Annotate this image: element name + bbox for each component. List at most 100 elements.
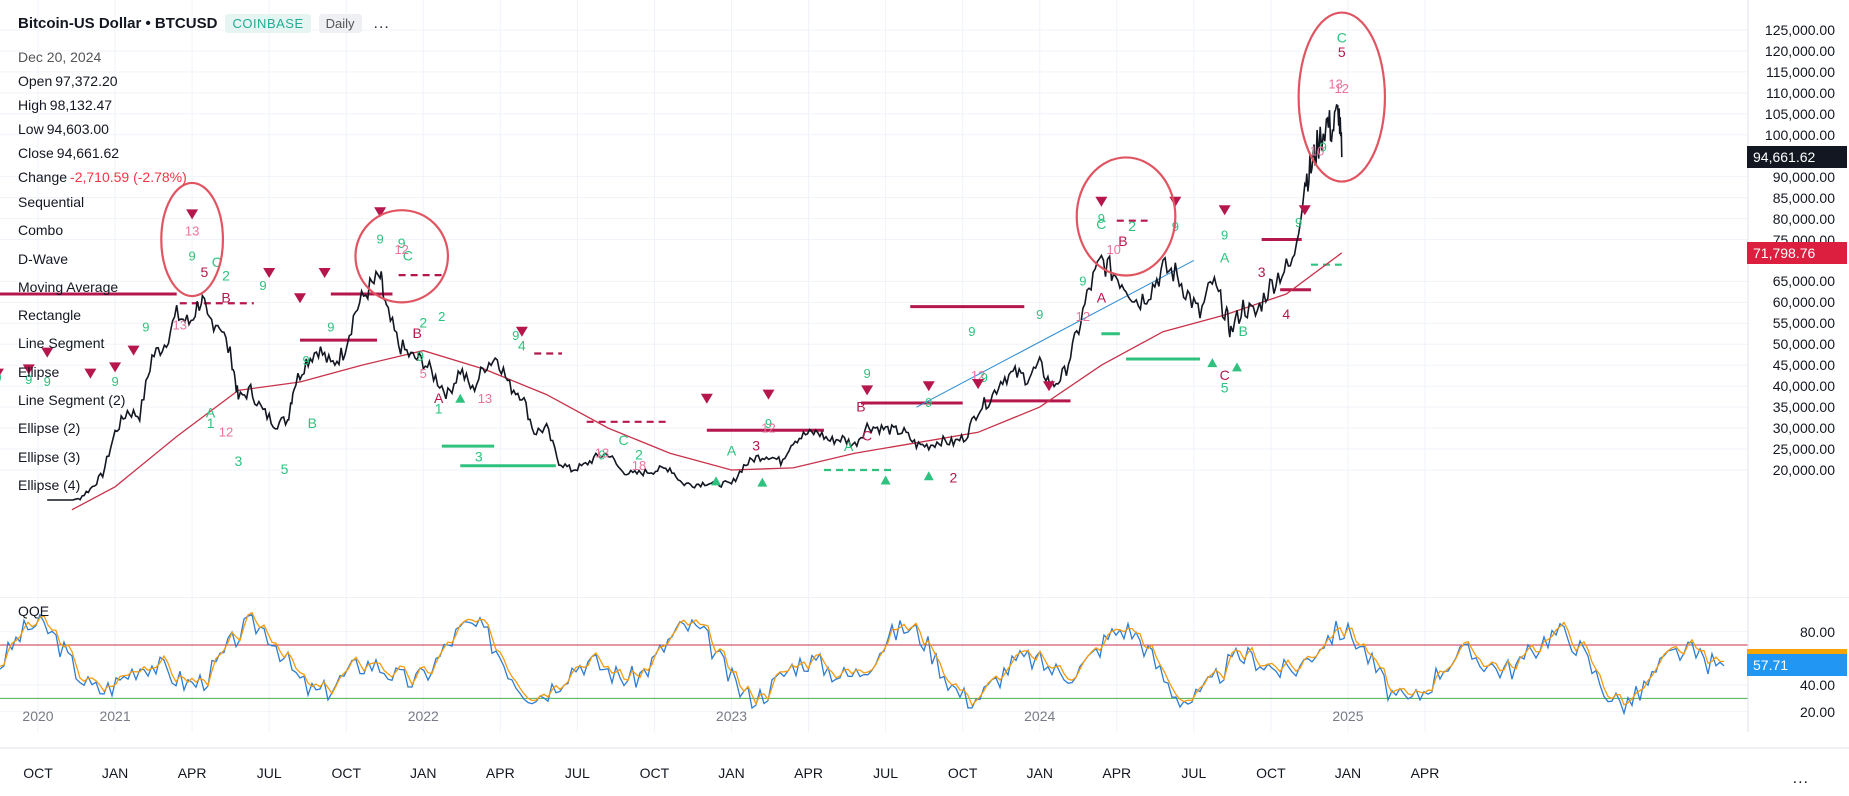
setup-count-buy: 9 xyxy=(0,370,2,385)
setup-count-buy: 9 xyxy=(968,324,975,339)
sell-arrow-icon xyxy=(374,207,387,218)
sell-arrow-icon xyxy=(1218,205,1231,216)
time-label: OCT xyxy=(948,765,978,781)
change-value: -2,710.59 (-2.78%) xyxy=(70,169,187,185)
sell-arrow-icon xyxy=(318,268,331,279)
ellipse-drawing[interactable] xyxy=(1075,156,1177,277)
year-label: 2024 xyxy=(1024,708,1056,724)
wave-label: 5 xyxy=(201,264,209,280)
wave-label: C xyxy=(862,428,872,444)
price-tick: 115,000.00 xyxy=(1765,63,1835,80)
year-label: 2022 xyxy=(407,708,439,724)
qqe-value-label: 57.71 xyxy=(1747,654,1847,677)
setup-count-buy: 9 xyxy=(864,366,871,381)
change-label: Change xyxy=(18,169,68,185)
indicator-sequential[interactable]: Sequential xyxy=(18,194,85,210)
indicator-line-segment[interactable]: Line Segment xyxy=(18,335,105,352)
setup-count-sell: 13 xyxy=(173,318,187,333)
indicator-moving-average[interactable]: Moving Average xyxy=(18,278,119,295)
ellipse-drawing[interactable] xyxy=(160,181,225,298)
wave-label: 3 xyxy=(475,449,483,465)
price-tick: 55,000.00 xyxy=(1772,315,1835,332)
wave-label: B xyxy=(1238,323,1247,339)
osc-tick: 80.00 xyxy=(1799,623,1835,640)
qqe-fast-value-marker xyxy=(1747,649,1847,658)
qqe-label[interactable]: QQE xyxy=(18,603,50,619)
indicator-line-segment-2[interactable]: Line Segment (2) xyxy=(18,392,126,409)
osc-tick: 40.00 xyxy=(1799,677,1835,693)
sell-arrow-icon xyxy=(861,385,874,396)
setup-count-sell: 13 xyxy=(595,445,609,460)
time-axis-menu-button[interactable]: ... xyxy=(1792,770,1809,787)
setup-count-sell: 10 xyxy=(1106,242,1120,257)
sell-arrow-icon xyxy=(22,364,35,375)
wave-label: 2 xyxy=(1128,218,1136,234)
sell-arrow-icon xyxy=(41,347,54,358)
wave-label: 1 xyxy=(435,400,443,416)
qqe-oscillator-pane[interactable] xyxy=(0,597,1849,732)
time-label: JAN xyxy=(102,765,128,781)
setup-count-buy: 9 xyxy=(142,320,149,335)
setup-count-buy: 9 xyxy=(111,374,118,389)
price-grid xyxy=(0,0,1748,597)
setup-count-buy: 9 xyxy=(377,232,384,247)
more-options-button[interactable]: ... xyxy=(373,14,390,32)
time-label: APR xyxy=(794,765,823,781)
time-label: APR xyxy=(178,765,207,781)
setup-count-buy: 9 xyxy=(188,248,195,263)
symbol-title[interactable]: Bitcoin-US Dollar • BTCUSD xyxy=(18,15,218,32)
price-tick: 25,000.00 xyxy=(1772,441,1835,458)
wave-label: A xyxy=(434,390,444,406)
exchange-badge[interactable]: COINBASE xyxy=(225,14,311,33)
indicator-ellipse[interactable]: Ellipse xyxy=(18,363,60,380)
ellipse-drawing[interactable] xyxy=(1297,11,1387,183)
price-tick: 65,000.00 xyxy=(1772,273,1835,290)
price-tick: 35,000.00 xyxy=(1772,399,1835,416)
indicator-combo[interactable]: Combo xyxy=(18,222,64,239)
buy-arrow-icon xyxy=(757,477,768,487)
buy-arrow-icon xyxy=(1231,362,1242,372)
symbol-header: Bitcoin-US Dollar • BTCUSD COINBASE Dail… xyxy=(18,14,394,33)
setup-count-sell: 18 xyxy=(632,458,646,473)
sell-arrow-icon xyxy=(1095,196,1108,207)
ellipse-drawings xyxy=(160,11,1387,304)
price-tick: 20,000.00 xyxy=(1772,462,1835,478)
time-axis[interactable]: OCT JAN APR JUL OCT JAN APR JUL OCT JAN APR JUL OCT J… xyxy=(0,732,1849,796)
time-label: JAN xyxy=(410,765,436,781)
year-label: 2025 xyxy=(1332,708,1364,724)
moving-average-price-label: 71,798.76 xyxy=(1747,241,1847,264)
setup-count-sell: 12 xyxy=(394,242,408,257)
wave-label: C xyxy=(212,254,222,270)
indicator-rectangle[interactable]: Rectangle xyxy=(18,307,82,324)
indicator-ellipse-3[interactable]: Ellipse (3) xyxy=(18,448,81,465)
time-label: OCT xyxy=(1256,765,1286,781)
qqe-fast-line xyxy=(0,611,1725,707)
price-tick: 105,000.00 xyxy=(1764,105,1835,122)
time-label: APR xyxy=(1411,765,1440,781)
time-label: OCT xyxy=(640,765,670,781)
wave-label: 2 xyxy=(419,315,427,331)
wave-label: 2 xyxy=(635,447,643,463)
setup-count-buy: 2 xyxy=(438,309,445,324)
interval-badge[interactable]: Daily xyxy=(318,14,362,33)
setup-count-sell: 10 xyxy=(1310,144,1324,159)
wave-label: A xyxy=(1097,289,1107,305)
wave-label: 2 xyxy=(222,268,230,284)
time-label: OCT xyxy=(23,765,53,781)
wave-label: B xyxy=(221,289,230,305)
wave-label: A xyxy=(727,442,737,458)
setup-count-buy: 9 xyxy=(327,320,334,335)
indicator-ellipse-2[interactable]: Ellipse (2) xyxy=(18,420,81,437)
ellipse-drawing[interactable] xyxy=(354,209,450,304)
trendline xyxy=(916,260,1195,408)
time-label: JUL xyxy=(565,765,590,781)
indicator-ellipse-4[interactable]: Ellipse (4) xyxy=(18,476,81,493)
sell-arrow-icon xyxy=(84,368,97,379)
price-tick: 100,000.00 xyxy=(1764,126,1835,143)
setup-count-sell: 13 xyxy=(185,223,199,238)
price-tick: 50,000.00 xyxy=(1772,336,1835,353)
indicator-d-wave[interactable]: D-Wave xyxy=(18,250,69,267)
year-label: 2020 xyxy=(22,708,54,724)
sell-arrow-icon xyxy=(762,389,775,400)
